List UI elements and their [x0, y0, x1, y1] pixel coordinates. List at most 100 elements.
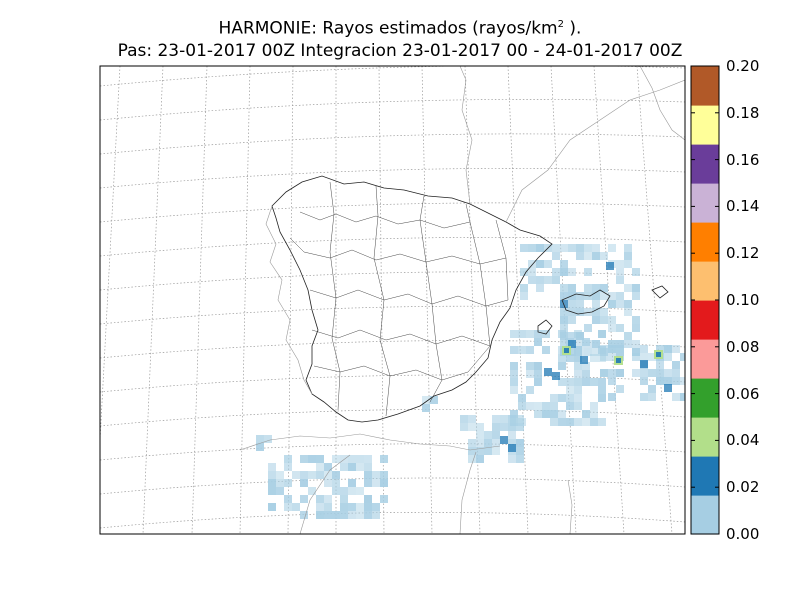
field-cell	[508, 431, 516, 439]
field-cell	[598, 330, 606, 338]
field-cell	[364, 455, 372, 463]
field-cell	[300, 511, 308, 519]
field-cell	[552, 276, 560, 284]
field-cell	[534, 378, 542, 386]
field-cell	[332, 487, 340, 495]
field-cell	[672, 361, 680, 369]
field-cell	[510, 346, 518, 354]
lightning-density-field	[256, 244, 685, 519]
field-cell	[624, 332, 632, 340]
field-cell	[348, 463, 356, 471]
field-cell	[364, 495, 372, 503]
graticule	[100, 66, 685, 534]
field-cell	[568, 316, 576, 324]
field-cell	[308, 471, 316, 479]
field-cell	[566, 386, 574, 394]
field-cell	[316, 455, 324, 463]
field-cell	[624, 252, 632, 260]
field-cell	[616, 276, 624, 284]
field-cell	[568, 244, 576, 252]
field-cell	[520, 244, 528, 252]
field-cell	[276, 471, 284, 479]
field-cell	[492, 415, 500, 423]
field-cell	[516, 415, 524, 423]
field-cell	[324, 479, 332, 487]
field-cell	[484, 431, 492, 439]
field-cell	[520, 292, 528, 300]
field-cell	[640, 360, 648, 368]
field-cell	[640, 345, 648, 353]
field-cell	[518, 346, 526, 354]
field-cell	[516, 439, 524, 447]
field-cell	[292, 471, 300, 479]
field-cell	[616, 324, 624, 332]
field-cell	[640, 377, 648, 385]
field-cell	[592, 316, 600, 324]
field-cell	[276, 487, 284, 495]
field-cell	[584, 308, 592, 316]
colorbar-tick-label: 0.10	[726, 291, 760, 309]
field-cell	[598, 378, 606, 386]
field-cell	[608, 244, 616, 252]
field-cell	[574, 330, 582, 338]
field-cell	[356, 487, 364, 495]
field-cell	[372, 503, 380, 511]
field-cell	[584, 324, 592, 332]
field-cell	[422, 396, 430, 404]
field-cell	[648, 369, 656, 377]
field-cell	[308, 487, 316, 495]
field-cell	[632, 369, 640, 377]
field-cell	[544, 260, 552, 268]
field-cell	[592, 252, 600, 260]
colorbar-tick-label: 0.02	[726, 478, 760, 497]
field-cell	[560, 316, 568, 324]
field-cell	[558, 378, 566, 386]
field-cell	[598, 418, 606, 426]
field-cell	[528, 268, 536, 276]
field-cell	[340, 503, 348, 511]
field-cell	[552, 372, 560, 380]
field-cell	[600, 316, 608, 324]
field-cell	[316, 495, 324, 503]
field-cell	[340, 495, 348, 503]
field-cell	[608, 300, 616, 308]
field-cell	[526, 330, 534, 338]
field-cell	[664, 369, 672, 377]
field-cell	[536, 260, 544, 268]
field-cell	[582, 370, 590, 378]
field-cell	[672, 345, 680, 353]
field-cell	[664, 377, 672, 385]
field-cell	[372, 511, 380, 519]
field-cell	[468, 447, 476, 455]
field-cell	[300, 479, 308, 487]
field-cell	[348, 511, 356, 519]
field-cell	[476, 447, 484, 455]
field-cell	[510, 410, 518, 418]
field-cell	[348, 487, 356, 495]
field-cell	[600, 353, 608, 361]
field-cell	[590, 354, 598, 362]
field-cell	[624, 340, 632, 348]
field-cell	[468, 423, 476, 431]
field-cell	[536, 276, 544, 284]
field-cell	[520, 268, 528, 276]
field-cell	[340, 463, 348, 471]
field-cell	[516, 423, 524, 431]
field-cell	[656, 345, 664, 353]
colorbar-segment	[691, 300, 719, 340]
field-cell	[380, 479, 388, 487]
field-cell	[574, 402, 582, 410]
colorbar-segment	[691, 105, 719, 145]
field-cell	[518, 402, 526, 410]
field-cell	[300, 471, 308, 479]
field-cell	[526, 386, 534, 394]
field-cell	[648, 393, 656, 401]
map-frame	[99, 65, 686, 535]
field-cell	[680, 353, 685, 361]
field-cell	[576, 340, 584, 348]
field-cell	[560, 260, 568, 268]
field-cell	[316, 471, 324, 479]
field-cell	[552, 252, 560, 260]
colorbar-tick-label: 0.14	[726, 197, 760, 216]
field-cell	[516, 447, 524, 455]
